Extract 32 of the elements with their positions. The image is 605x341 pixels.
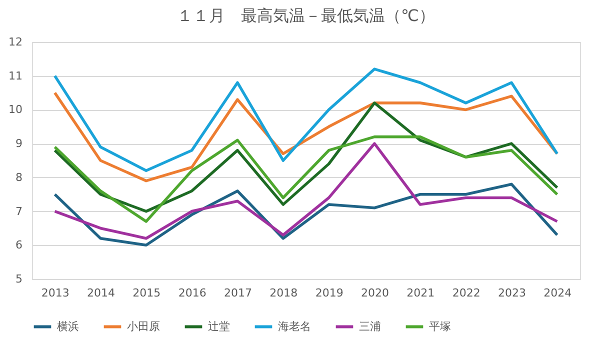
x-tick-label: 2018 (270, 286, 298, 300)
legend-label: 横浜 (57, 320, 79, 333)
x-tick-label: 2020 (361, 286, 389, 300)
x-tick-label: 2022 (452, 286, 480, 300)
x-tick-label: 2016 (178, 286, 206, 300)
y-tick-label: 5 (16, 272, 22, 286)
x-tick-label: 2023 (498, 286, 526, 300)
y-tick-label: 7 (16, 204, 22, 218)
line-series (53, 135, 559, 223)
x-tick-label: 2015 (132, 286, 161, 300)
y-tick-label: 10 (8, 103, 22, 116)
y-tick-label: 8 (16, 170, 22, 184)
x-tick-label: 2017 (224, 286, 252, 300)
chart-title: １１月 最高気温－最低気温（℃） (177, 6, 435, 25)
y-tick-label: 12 (8, 36, 22, 48)
y-tick-label: 9 (16, 137, 22, 150)
line-series (53, 182, 559, 247)
line-series (53, 68, 559, 172)
x-tick-label: 2024 (544, 286, 572, 300)
legend-label: 海老名 (278, 320, 311, 333)
line-series (53, 142, 559, 240)
x-tick-label: 2013 (41, 286, 70, 300)
line-series (53, 102, 559, 213)
y-tick-label: 11 (8, 69, 22, 82)
x-tick-label: 2019 (315, 286, 344, 300)
legend-label: 辻堂 (208, 320, 230, 333)
x-tick-label: 2021 (406, 286, 435, 300)
x-tick-label: 2014 (87, 286, 115, 300)
legend-label: 小田原 (127, 320, 160, 333)
y-tick-label: 6 (16, 238, 22, 252)
legend-label: 平塚 (429, 320, 451, 333)
legend-label: 三浦 (359, 320, 381, 333)
